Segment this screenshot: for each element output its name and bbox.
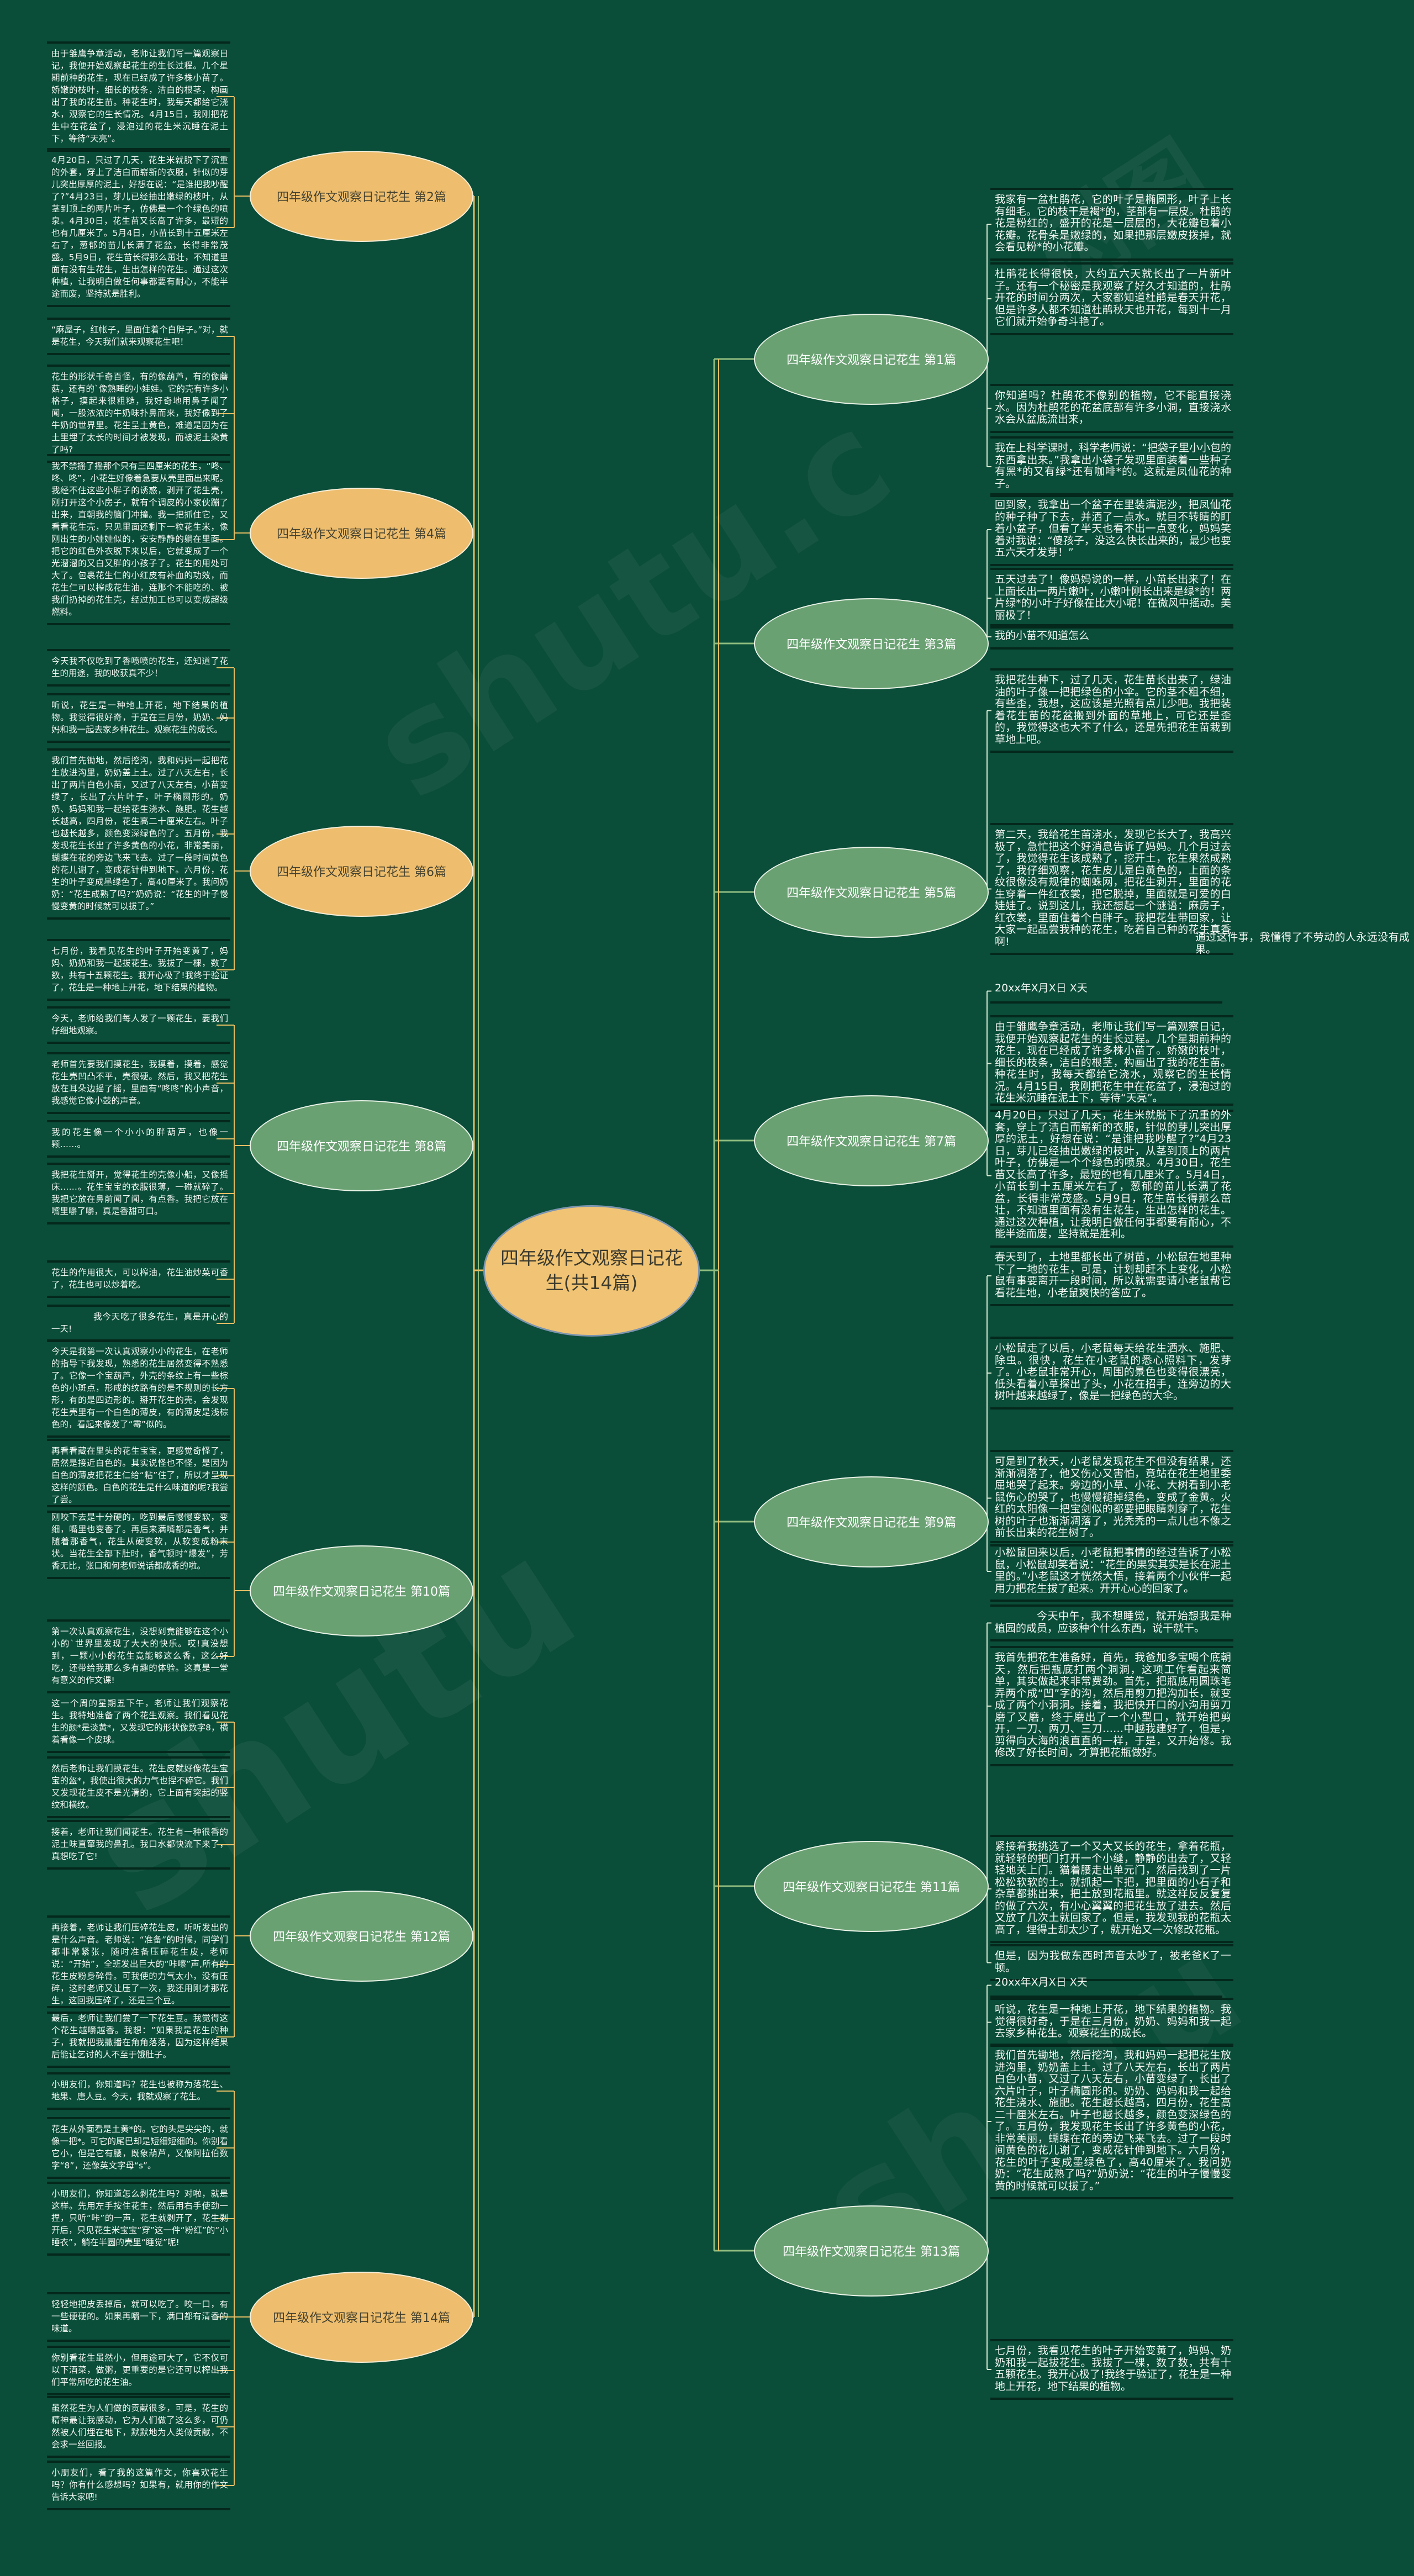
essay-paragraph[interactable]: 可是到了秋天，小老鼠发现花生不但没有结果，还渐渐凋落了，他又伤心又害怕，竟站在花… (990, 1450, 1233, 1546)
essay-paragraph[interactable]: 今天中午，我不想睡觉，就开始想我是种植园的成员，应该种个什么东西，说干就干。 (990, 1604, 1233, 1641)
essay-paragraph[interactable]: 今天，老师给我们每人发了一颗花生，要我们仔细地观察。 (47, 1006, 230, 1044)
essay-paragraph[interactable]: 由于雏鹰争章活动，老师让我们写一篇观察日记，我便开始观察起花生的生长过程。几个星… (47, 41, 230, 152)
essay-paragraph[interactable]: 我在上科学课时，科学老师说：“把袋子里小小包的东西拿出来。”我拿出小袋子发现里面… (990, 436, 1233, 497)
essay-paragraph[interactable]: 我们首先锄地，然后挖沟，我和妈妈一起把花生放进沟里，奶奶盖上土。过了八天左右，长… (47, 748, 230, 920)
topic-node-ellipse[interactable]: 四年级作文观察日记花生 第2篇 (250, 150, 473, 242)
essay-paragraph[interactable]: 小朋友们，你知道吗？花生也被称为落花生、地果、唐人豆。今天，我就观察了花生。 (47, 2072, 230, 2110)
central-topic-node[interactable]: 四年级作文观察日记花生(共14篇) (483, 1205, 700, 1337)
conclusion-note[interactable]: 通过这件事，我懂得了不劳动的人永远没有成果。 (1195, 931, 1410, 956)
essay-paragraph[interactable]: 花生的作用很大，可以榨油，花生油炒菜可香了，花生也可以炒着吃。 (47, 1260, 230, 1298)
topic-node-ellipse[interactable]: 四年级作文观察日记花生 第3篇 (754, 598, 989, 689)
topic-node-ellipse[interactable]: 四年级作文观察日记花生 第7篇 (754, 1095, 989, 1186)
topic-node-ellipse[interactable]: 四年级作文观察日记花生 第14篇 (250, 2271, 473, 2363)
essay-paragraph[interactable]: 第一次认真观察花生，没想到竟能够在这个小小的`世界里发现了大大的快乐。哎!真没想… (47, 1619, 230, 1693)
essay-paragraph[interactable]: 春天到了，土地里都长出了树苗，小松鼠在地里种下了一地的花生，可是，计划却赶不上变… (990, 1245, 1233, 1306)
essay-paragraph[interactable]: 听说，花生是一种地上开花，地下结果的植物。我觉得很好奇，于是在三月份，奶奶、妈妈… (47, 693, 230, 743)
essay-paragraph[interactable]: 七月份，我看见花生的叶子开始变黄了，妈妈、奶奶和我一起拔花生。我拔了一棵，数了数… (47, 939, 230, 1001)
topic-node-ellipse[interactable]: 四年级作文观察日记花生 第11篇 (754, 1840, 989, 1932)
topic-node-ellipse[interactable]: 四年级作文观察日记花生 第6篇 (250, 825, 473, 917)
diary-date-label[interactable]: 20xx年X月X日 X天 (990, 1973, 1222, 1998)
topic-node-ellipse[interactable]: 四年级作文观察日记花生 第10篇 (250, 1545, 473, 1637)
essay-paragraph[interactable]: 但是，因为我做东西时声音太吵了，被老爸K了一顿。 (990, 1944, 1233, 1981)
essay-paragraph[interactable]: 我不禁摇了摇那个只有三四厘米的花生，“咚、咚、咚”，小花生好像着急要从壳里面出来… (47, 454, 230, 625)
essay-paragraph[interactable]: 刚咬下去是十分硬的，吃到最后慢慢变软，变细，嘴里也变香了。再后来满嘴都是香气，并… (47, 1505, 230, 1579)
essay-paragraph[interactable]: 你别看花生虽然小，但用途可大了，它不仅可以下酒菜，做粥，更重要的是它还可以榨出我… (47, 2346, 230, 2395)
essay-paragraph[interactable]: 我的小苗不知道怎么 (990, 624, 1233, 650)
essay-paragraph[interactable]: 4月20日，只过了几天，花生米就脱下了沉重的外套，穿上了洁白而崭新的衣服，针似的… (990, 1104, 1233, 1248)
essay-paragraph[interactable]: 我家有一盆杜鹃花，它的叶子是椭圆形，叶子上长有细毛。它的枝干是褐*的，茎部有一层… (990, 188, 1233, 261)
essay-paragraph[interactable]: “麻屋子，红帐子，里面住着个白胖子。”对，就是花生，今天我们就来观察花生吧！ (47, 318, 230, 355)
essay-paragraph[interactable]: 七月份，我看见花生的叶子开始变黄了，妈妈、奶奶和我一起拔花生。我拔了一棵，数了数… (990, 2339, 1233, 2400)
essay-paragraph[interactable]: 4月20日，只过了几天，花生米就脱下了沉重的外套，穿上了洁白而崭新的衣服，针似的… (47, 148, 230, 307)
topic-node-ellipse[interactable]: 四年级作文观察日记花生 第4篇 (250, 487, 473, 579)
topic-node-ellipse[interactable]: 四年级作文观察日记花生 第8篇 (250, 1100, 473, 1191)
topic-node-ellipse[interactable]: 四年级作文观察日记花生 第9篇 (754, 1476, 989, 1567)
essay-paragraph[interactable]: 今天是我第一次认真观察小小的花生，在老师的指导下我发现，熟悉的花生居然变得不熟悉… (47, 1339, 230, 1438)
essay-paragraph[interactable]: 老师首先要我们摸花生，我摸着，摸着，感觉花生壳凹凸不平，壳很硬。然后，我又把花生… (47, 1052, 230, 1114)
essay-paragraph[interactable]: 我首先把花生准备好，首先，我爸加多宝喝个底朝天，然后把瓶底打两个洞洞，这项工作看… (990, 1646, 1233, 1766)
essay-paragraph[interactable]: 小松鼠走了以后，小老鼠每天给花生洒水、施肥、除虫。很快，花生在小老鼠的悉心照料下… (990, 1337, 1233, 1410)
essay-paragraph[interactable]: 再接着，老师让我们压碎花生皮，听听发出的是什么声音。老师说：“准备”的时候，同学… (47, 1915, 230, 2014)
essay-paragraph[interactable]: 接着，老师让我们闻花生。花生有一种很香的泥土味直窜我的鼻孔。我口水都快流下来了，… (47, 1820, 230, 1870)
essay-paragraph[interactable]: 回到家，我拿出一个盆子在里装满泥沙，把凤仙花的种子种了下去，并洒了一点水。就目不… (990, 493, 1233, 566)
essay-paragraph[interactable]: 最后，老师让我们尝了一下花生豆。我觉得这个花生越嚼越香。我想：“如果我是花生的种… (47, 2006, 230, 2068)
essay-paragraph[interactable]: 这一个周的星期五下午，老师让我们观察花生。我特地准备了两个花生观察。我们看见花生… (47, 1691, 230, 1753)
essay-paragraph[interactable]: 紧接着我挑选了一个又大又长的花生，拿着花瓶，就轻轻的把门打开一个小缝，静静的出去… (990, 1835, 1233, 1943)
diary-date-label[interactable]: 20xx年X月X日 X天 (990, 979, 1222, 1004)
topic-node-ellipse[interactable]: 四年级作文观察日记花生 第12篇 (250, 1890, 473, 1982)
essay-paragraph[interactable]: 虽然花生为人们做的贡献很多，可是，花生的精神最让我感动，它为人们做了这么多，可仍… (47, 2396, 230, 2458)
essay-paragraph[interactable]: 然后老师让我们摸花生。花生皮就好像花生宝宝的盔*，我使出很大的力气也捏不碎它。我… (47, 1756, 230, 1818)
essay-paragraph[interactable]: 小朋友们，看了我的这篇作文，你喜欢花生吗？你有什么感想吗？如果有，就用你的作文告… (47, 2461, 230, 2510)
essay-paragraph[interactable]: 我们首先锄地，然后挖沟，我和妈妈一起把花生放进沟里，奶奶盖上土。过了八天左右，长… (990, 2044, 1233, 2199)
topic-node-ellipse[interactable]: 四年级作文观察日记花生 第5篇 (754, 846, 989, 938)
essay-paragraph[interactable]: 花生从外面看是土黄*的。它的头是尖尖的，就像一把*。可它的尾巴却是短细短细的。你… (47, 2117, 230, 2179)
essay-paragraph[interactable]: 我的花生像一个小小的胖葫芦，也像一颗……。 (47, 1120, 230, 1158)
essay-paragraph[interactable]: 杜鹃花长得很快，大约五六天就长出了一片新叶子。还有一个秘密是我观察了好久才知道的… (990, 262, 1233, 335)
essay-paragraph[interactable]: 小松鼠回来以后，小老鼠把事情的经过告诉了小松鼠，小松鼠却笑着说：“花生的果实其实… (990, 1541, 1233, 1602)
topic-node-ellipse[interactable]: 四年级作文观察日记花生 第1篇 (754, 313, 989, 405)
essay-paragraph[interactable]: 小朋友们，你知道怎么剥花生吗？对啦，就是这样。先用左手按住花生，然后用右手使劲一… (47, 2182, 230, 2256)
essay-paragraph[interactable]: 你知道吗？杜鹃花不像别的植物，它不能直接浇水。因为杜鹃花的花盆底部有许多小洞，直… (990, 384, 1233, 433)
essay-paragraph[interactable]: 轻轻地把皮丢掉后，就可以吃了。咬一口，有一些硬硬的。如果再嚼一下，满口都有清香的… (47, 2292, 230, 2342)
topic-node-ellipse[interactable]: 四年级作文观察日记花生 第13篇 (754, 2205, 989, 2297)
essay-paragraph[interactable]: 我把花生种下，过了几天，花生苗长出来了，绿油油的叶子像一把把绿色的小伞。它的茎不… (990, 668, 1233, 753)
essay-paragraph[interactable]: 花生的形状千奇百怪，有的像葫芦，有的像蘑菇，还有的`像熟睡的小娃娃。它的壳有许多… (47, 365, 230, 463)
essay-paragraph[interactable]: 五天过去了！像妈妈说的一样，小苗长出来了！在上面长出一两片嫩叶，小嫩叶刚长出来是… (990, 568, 1233, 629)
essay-paragraph[interactable]: 听说，花生是一种地上开花，地下结果的植物。我觉得很好奇，于是在三月份，奶奶、妈妈… (990, 1998, 1233, 2047)
essay-paragraph[interactable]: 我把花生掰开，觉得花生的壳像小船，又像摇床……。花生宝宝的衣服很薄，一碰就碎了。… (47, 1163, 230, 1224)
essay-paragraph[interactable]: 今天我不仅吃到了香喷喷的花生，还知道了花生的用途，我的收获真不少！ (47, 649, 230, 687)
essay-paragraph[interactable]: 再看看藏在里头的花生宝宝，更感觉奇怪了，居然是接近白色的。其实说怪也不怪，是因为… (47, 1439, 230, 1513)
essay-paragraph[interactable]: 第二天，我给花生苗浇水，发现它长大了，我高兴极了，急忙把这个好消息告诉了妈妈。几… (990, 823, 1233, 955)
essay-paragraph[interactable]: 我今天吃了很多花生，真是开心的一天! (47, 1305, 230, 1342)
essay-paragraph[interactable]: 由于雏鹰争章活动，老师让我们写一篇观察日记，我便开始观察起花生的生长过程。几个星… (990, 1015, 1233, 1112)
